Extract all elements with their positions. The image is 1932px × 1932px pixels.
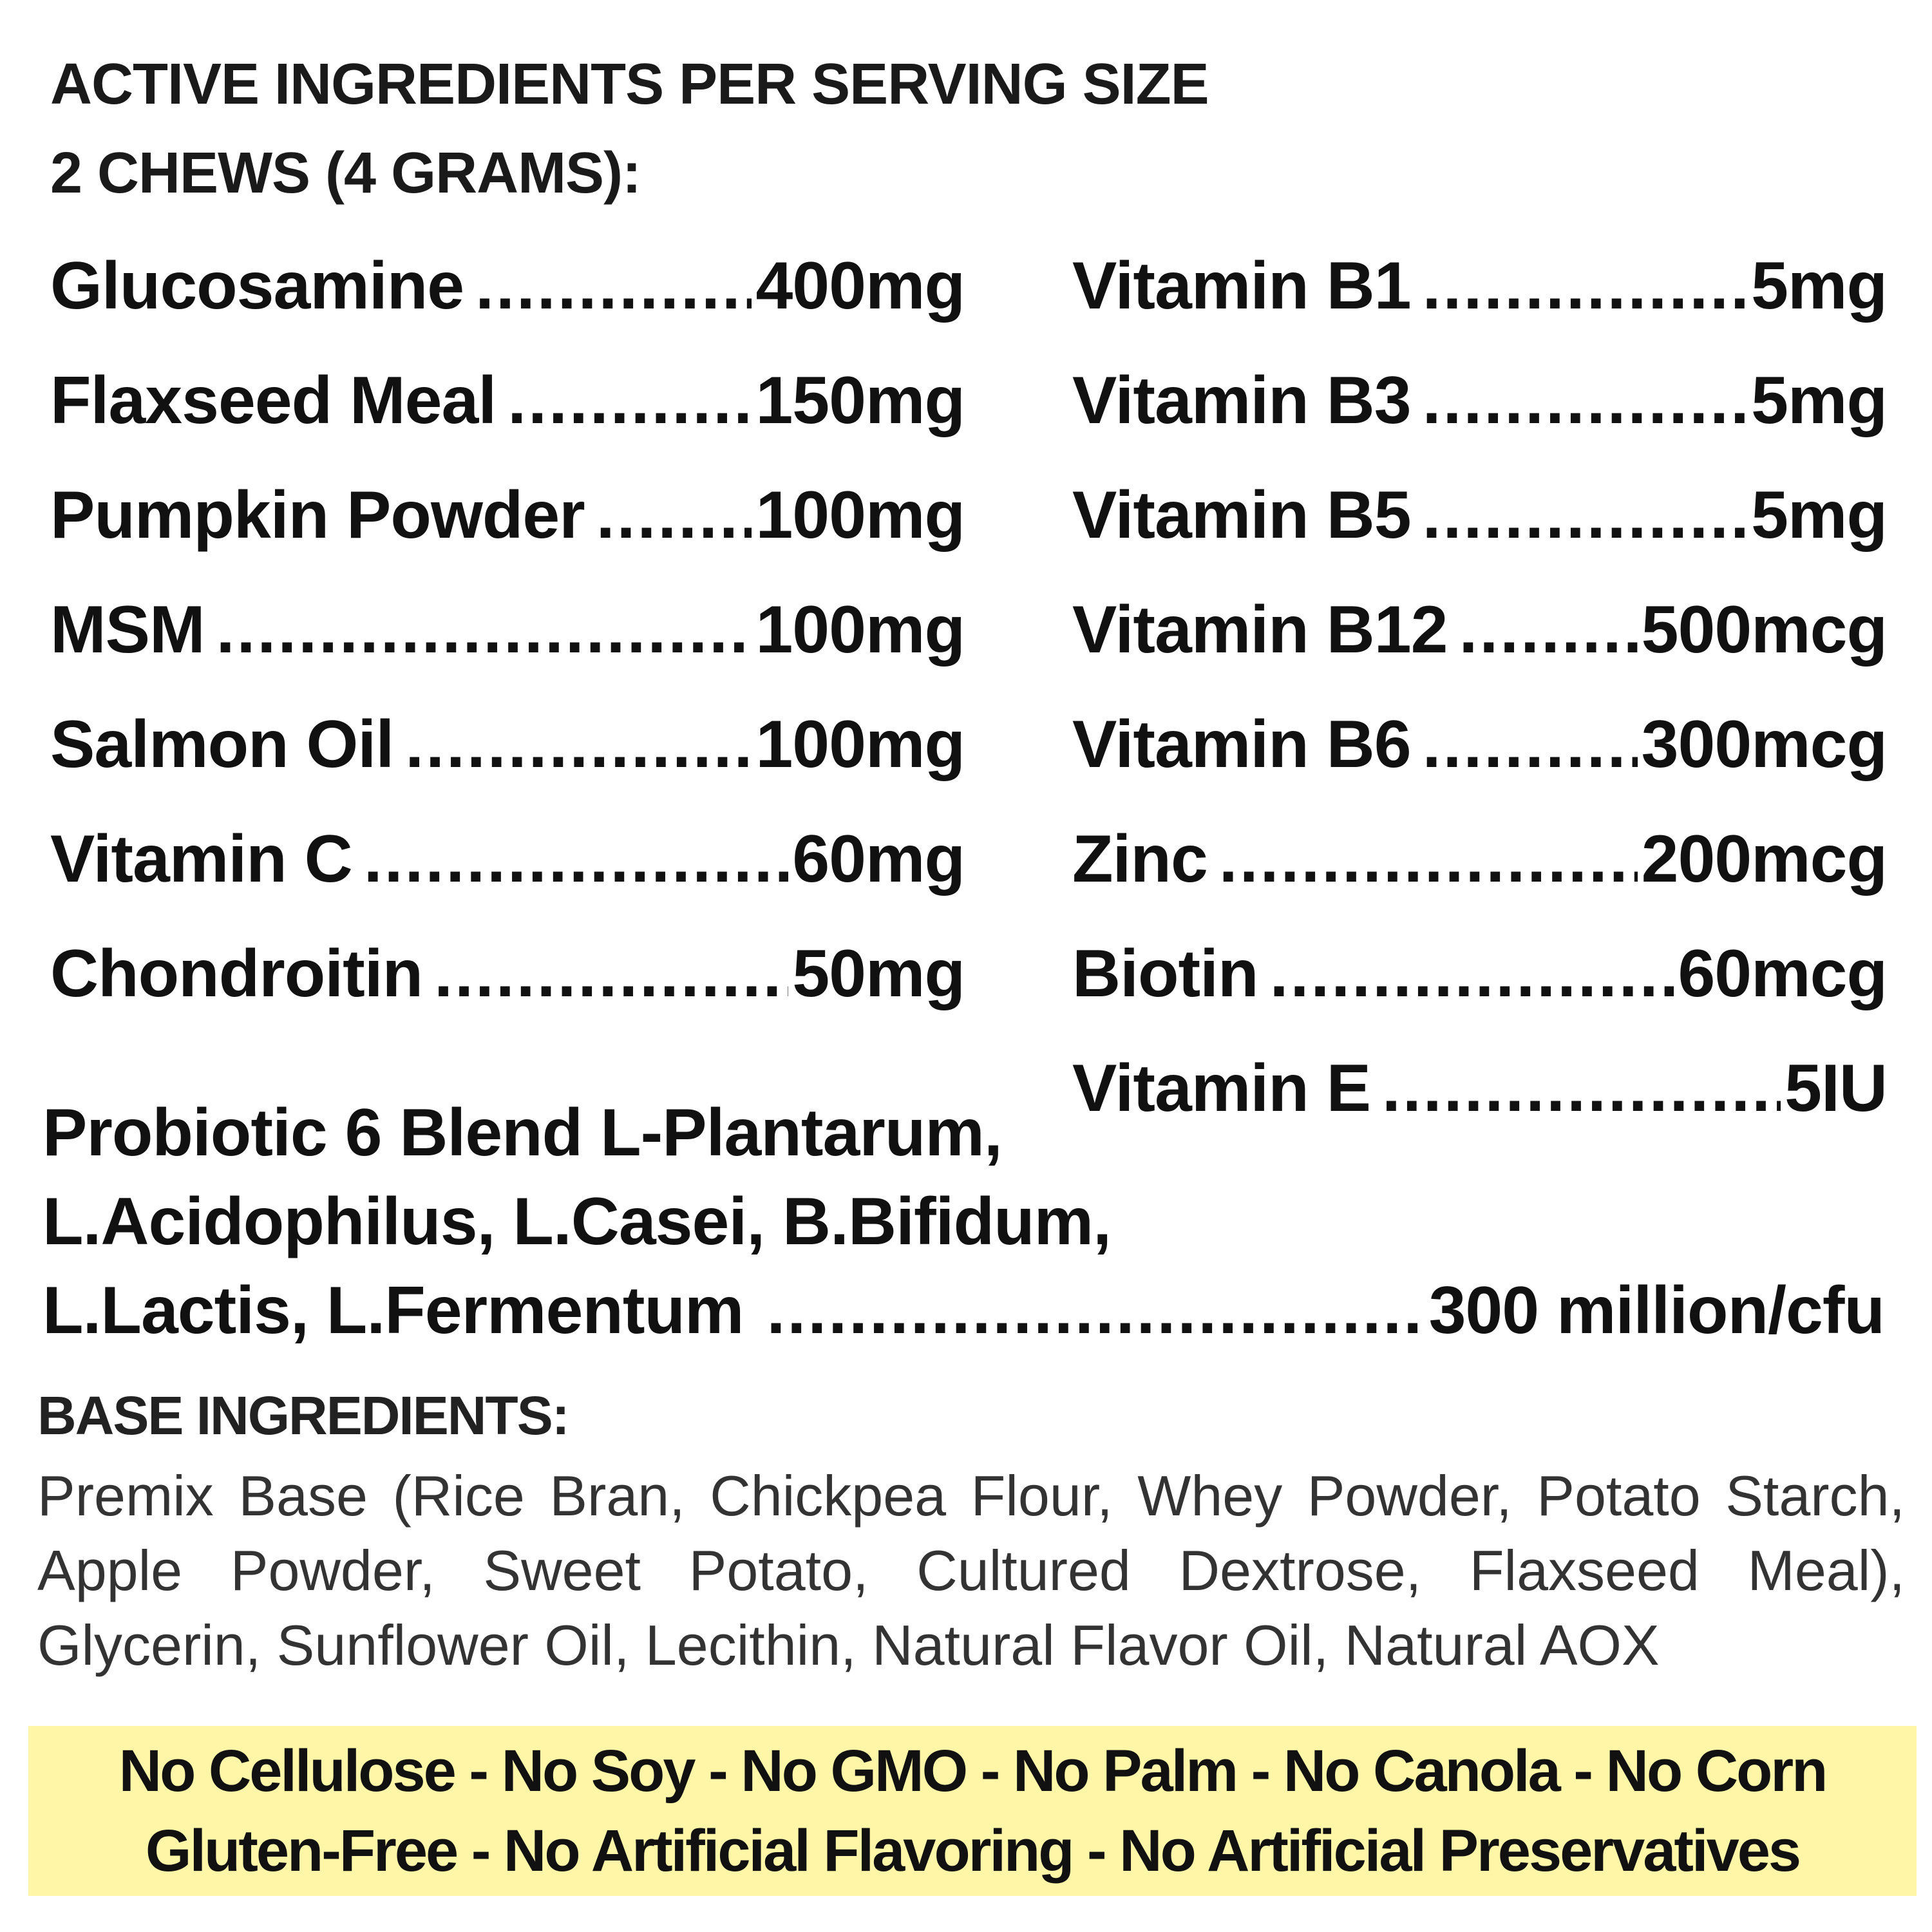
banner-line1: No Cellulose - No Soy - No GMO - No Palm… [118, 1738, 1828, 1804]
ingredient-name: Chondroitin [50, 936, 423, 1011]
ingredient-name: Flaxseed Meal [50, 363, 497, 438]
leader-dots: ........................................… [434, 936, 788, 1011]
ingredient-name: Biotin [1072, 936, 1259, 1011]
ingredient-name: MSM [50, 592, 205, 667]
leader-dots: ........................................… [766, 1273, 1425, 1348]
ingredient-amount: 5mg [1751, 363, 1887, 438]
probiotic-blend: Probiotic 6 Blend L-Plantarum, L.Acidoph… [43, 1088, 1885, 1355]
ingredient-amount: 60mg [792, 821, 965, 896]
ingredient-amount: 5mg [1751, 477, 1887, 553]
ingredient-name: Vitamin E [1072, 1050, 1371, 1126]
ingredient-name: Pumpkin Powder [50, 477, 585, 553]
ingredient-amount: 300mcg [1641, 706, 1887, 782]
ingredient-row: Vitamin B6..............................… [1072, 687, 1887, 802]
leader-dots: ........................................… [1269, 936, 1674, 1011]
leader-dots: ........................................… [507, 363, 752, 438]
ingredient-name: Glucosamine [50, 248, 464, 323]
leader-dots: ........................................… [363, 821, 789, 896]
ingredient-row: Salmon Oil..............................… [50, 687, 965, 802]
ingredient-amount: 100mg [755, 477, 965, 553]
ingredient-amount: 5IU [1785, 1050, 1887, 1126]
leader-dots: ........................................… [1459, 592, 1637, 667]
ingredient-name: Vitamin C [50, 821, 353, 896]
ingredient-row: Vitamin C...............................… [50, 802, 965, 916]
ingredient-row: Vitamin B1..............................… [1072, 229, 1887, 343]
leader-dots: ........................................… [1422, 477, 1748, 553]
ingredient-amount: 5mg [1751, 248, 1887, 323]
ingredient-row: Pumpkin Powder..........................… [50, 458, 965, 573]
ingredient-amount: 50mg [792, 936, 965, 1011]
leader-dots: ........................................… [405, 706, 752, 782]
leader-dots: ........................................… [1382, 1050, 1781, 1126]
ingredient-name: Vitamin B5 [1072, 477, 1412, 553]
serving-header-line1: ACTIVE INGREDIENTS PER SERVING SIZE [50, 52, 1209, 117]
ingredient-amount: 100mg [755, 706, 965, 782]
free-from-banner: No Cellulose - No Soy - No GMO - No Palm… [28, 1726, 1917, 1896]
right-ingredient-column: Vitamin B1..............................… [1072, 229, 1887, 1146]
left-ingredient-column: Glucosamine.............................… [50, 229, 965, 1031]
ingredient-row: Biotin..................................… [1072, 916, 1887, 1031]
ingredient-name: Salmon Oil [50, 706, 394, 782]
leader-dots: ........................................… [596, 477, 752, 553]
probiotic-amount-row: L.Lactis, L.Fermentum ..................… [43, 1266, 1885, 1355]
ingredient-row: Zinc....................................… [1072, 802, 1887, 916]
ingredient-amount: 100mg [755, 592, 965, 667]
leader-dots: ........................................… [1422, 363, 1748, 438]
ingredient-name: Vitamin B12 [1072, 592, 1448, 667]
serving-header-line2: 2 CHEWS (4 GRAMS): [50, 141, 641, 205]
ingredient-row: Vitamin B12.............................… [1072, 573, 1887, 687]
base-ingredients-title: BASE INGREDIENTS: [37, 1385, 570, 1446]
ingredient-amount: 150mg [755, 363, 965, 438]
probiotic-line3: L.Lactis, L.Fermentum [43, 1273, 744, 1348]
ingredient-row: Flaxseed Meal...........................… [50, 343, 965, 458]
leader-dots: ........................................… [475, 248, 752, 323]
leader-dots: ........................................… [1218, 821, 1638, 896]
probiotic-line2: L.Acidophilus, L.Casei, B.Bifidum, [43, 1184, 1112, 1259]
banner-line2: Gluten-Free - No Artificial Flavoring - … [145, 1818, 1801, 1884]
ingredient-row: MSM.....................................… [50, 573, 965, 687]
ingredient-row: Glucosamine.............................… [50, 229, 965, 343]
ingredient-row: Vitamin B3..............................… [1072, 343, 1887, 458]
serving-header: ACTIVE INGREDIENTS PER SERVING SIZE 2 CH… [50, 40, 1209, 218]
leader-dots: ........................................… [216, 592, 752, 667]
base-ingredients-text: Premix Base (Rice Bran, Chickpea Flour, … [37, 1464, 1905, 1677]
ingredient-name: Vitamin B1 [1072, 248, 1412, 323]
ingredient-row: Vitamin E...............................… [1072, 1031, 1887, 1146]
leader-dots: ........................................… [1422, 248, 1748, 323]
ingredient-row: Chondroitin.............................… [50, 916, 965, 1031]
probiotic-line1: Probiotic 6 Blend L-Plantarum, [43, 1095, 1003, 1170]
leader-dots: ........................................… [1422, 706, 1638, 782]
probiotic-amount: 300 million/cfu [1428, 1273, 1885, 1348]
ingredient-name: Vitamin B6 [1072, 706, 1412, 782]
ingredient-name: Vitamin B3 [1072, 363, 1412, 438]
ingredient-amount: 200mcg [1641, 821, 1887, 896]
ingredient-row: Vitamin B5..............................… [1072, 458, 1887, 573]
ingredient-amount: 60mcg [1678, 936, 1887, 1011]
ingredient-amount: 400mg [755, 248, 965, 323]
ingredient-amount: 500mcg [1641, 592, 1887, 667]
ingredient-name: Zinc [1072, 821, 1208, 896]
